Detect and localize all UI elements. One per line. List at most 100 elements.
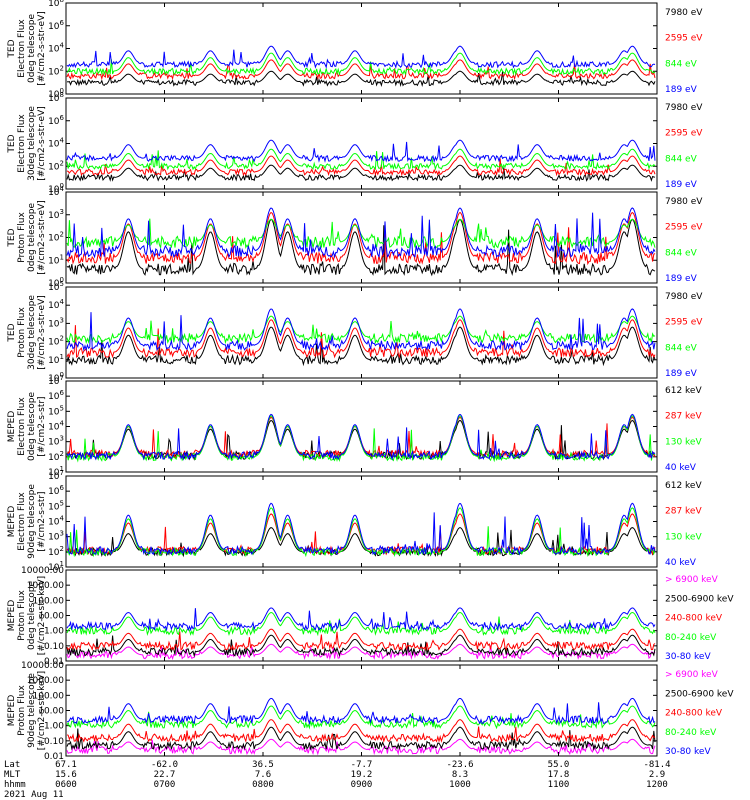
- legend-entry: 189 eV: [665, 274, 698, 284]
- legend-entry: 2595 eV: [665, 223, 703, 233]
- series-trace: [66, 308, 656, 352]
- y-tick-label: 102: [48, 159, 64, 172]
- series-trace: [66, 738, 656, 756]
- y-axis-label: MEPED: [7, 695, 17, 727]
- y-tick-label: 101: [48, 465, 64, 478]
- x-tick-label: 0700: [154, 780, 176, 790]
- legend-entry: 240-800 keV: [665, 614, 723, 624]
- legend-entry: 2595 eV: [665, 34, 703, 44]
- y-axis-label: [#/cm2-s-str-keV]: [37, 671, 47, 750]
- x-tick-label: -7.7: [351, 760, 373, 770]
- y-tick-label: 106: [48, 114, 64, 127]
- series-trace: [66, 45, 656, 70]
- legend-entry: 2500-6900 keV: [665, 594, 734, 604]
- x-tick-label: 15.6: [55, 770, 77, 780]
- y-axis-label: 90deg telescope: [27, 484, 37, 559]
- y-tick-label: 1000.00: [27, 676, 64, 686]
- y-axis-label: TED: [7, 39, 17, 58]
- series-trace: [66, 326, 656, 367]
- legend-entry: 844 eV: [665, 154, 698, 164]
- legend-entry: 189 eV: [665, 85, 698, 95]
- y-tick-label: 108: [48, 0, 64, 9]
- x-tick-label: -62.0: [151, 760, 178, 770]
- legend-entry: 287 keV: [665, 507, 702, 517]
- series-trace: [66, 726, 656, 751]
- series-trace: [66, 155, 656, 177]
- series-trace: [66, 139, 656, 163]
- y-axis-label: [#/cm2-s-str-keV]: [37, 576, 47, 655]
- legend-entry: 240-800 keV: [665, 709, 723, 719]
- y-tick-label: 102: [48, 231, 64, 244]
- y-axis-label: 30deg telescope: [27, 295, 37, 370]
- y-axis-label: Electron Flux: [17, 492, 27, 551]
- y-tick-label: 103: [48, 208, 64, 221]
- x-tick-label: 2.9: [649, 770, 665, 780]
- series-trace: [66, 643, 656, 661]
- series-trace: [66, 527, 656, 558]
- y-axis-label: Electron Flux: [17, 19, 27, 78]
- legend-entry: 130 keV: [665, 532, 702, 542]
- series-trace: [66, 413, 656, 461]
- y-axis-label: 30deg telescope: [27, 106, 37, 181]
- x-tick-label: -23.6: [446, 760, 473, 770]
- series-trace: [66, 697, 656, 726]
- y-tick-label: 102: [48, 335, 64, 348]
- legend-entry: 612 keV: [665, 481, 702, 491]
- y-axis-label: MEPED: [7, 411, 17, 443]
- y-tick-label: 102: [48, 64, 64, 77]
- legend-entry: 2500-6900 keV: [665, 689, 734, 699]
- y-axis-label: 0deg telescope: [27, 581, 37, 651]
- x-tick-label: 7.6: [255, 770, 271, 780]
- x-tick-label: 1200: [646, 780, 668, 790]
- y-tick-label: 106: [48, 19, 64, 32]
- y-tick-label: 100.00: [33, 596, 65, 606]
- legend-entry: 130 keV: [665, 437, 702, 447]
- panel-6: 107 106 105 104 103 102 101 MEPED Electron Flux 9…: [7, 469, 702, 573]
- legend-entry: 80-240 keV: [665, 633, 717, 643]
- date-label: 2021 Aug 11: [4, 790, 64, 800]
- x-tick-label: 8.3: [452, 770, 468, 780]
- legend-entry: 30-80 keV: [665, 747, 711, 757]
- legend-entry: 844 eV: [665, 59, 698, 69]
- series-trace: [66, 507, 656, 558]
- y-axis-label: Proton Flux: [17, 212, 27, 263]
- panel-2: 108 106 104 102 100 TED Electron Flux 30deg tel…: [7, 91, 703, 195]
- series-trace: [66, 148, 656, 171]
- legend-entry: 2595 eV: [665, 318, 703, 328]
- y-axis-label: MEPED: [7, 506, 17, 538]
- y-axis-label: 0deg telescope: [27, 203, 37, 273]
- y-axis-label: Proton Flux: [17, 590, 27, 641]
- y-tick-label: 104: [48, 515, 64, 528]
- y-axis-label: Electron Flux: [17, 397, 27, 456]
- x-row-name: Lat: [4, 760, 20, 770]
- y-tick-label: 10000.00: [21, 661, 64, 671]
- legend-entry: 7980 eV: [665, 103, 703, 113]
- series-trace: [66, 52, 656, 76]
- series-trace: [66, 70, 656, 88]
- y-tick-label: 10.00: [38, 707, 64, 717]
- series-trace: [66, 705, 656, 730]
- y-axis-label: Proton Flux: [17, 307, 27, 358]
- y-tick-label: 107: [48, 469, 64, 482]
- y-tick-label: 107: [48, 374, 64, 387]
- y-tick-label: 101: [48, 253, 64, 266]
- panel-4: 105 104 103 102 101 100 TED Proton Flux 30deg te…: [7, 280, 703, 384]
- legend-entry: 30-80 keV: [665, 652, 711, 662]
- x-tick-label: -81.4: [643, 760, 670, 770]
- x-tick-label: 0800: [252, 780, 274, 790]
- series-trace: [66, 611, 656, 637]
- legend-entry: 287 keV: [665, 412, 702, 422]
- legend-entry: 2595 eV: [665, 129, 703, 139]
- y-tick-label: 104: [48, 420, 64, 433]
- legend-entry: 189 eV: [665, 180, 698, 190]
- y-axis-label: 90deg telescope: [27, 673, 37, 748]
- panel-5: 107 106 105 104 103 102 101 MEPED Electron Flux 0…: [7, 374, 702, 478]
- y-axis-label: [#/cm2-s-str-eV]: [37, 200, 47, 275]
- panel-7: 10000.00 1000.00 100.00 10.00 1.00 0.10 0.01 ME…: [7, 566, 734, 667]
- series-trace: [66, 416, 656, 460]
- x-tick-label: 36.5: [252, 760, 274, 770]
- x-row-name: hhmm: [4, 780, 26, 790]
- x-axis: Lat 67.1 -62.0 36.5 -7.7 -23.6 55.0 -81.4 MLT 15.…: [4, 760, 671, 800]
- y-tick-label: 0.10: [44, 642, 64, 652]
